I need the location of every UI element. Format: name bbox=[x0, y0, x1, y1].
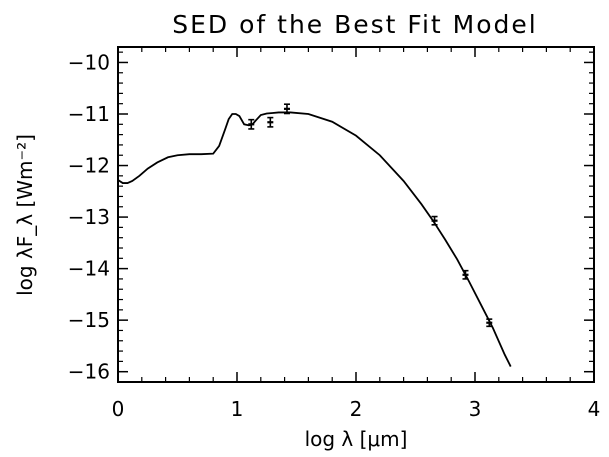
y-tick-label: −15 bbox=[68, 308, 110, 332]
x-tick-label: 1 bbox=[231, 397, 244, 421]
tick-labels: 0 1 2 3 4 −16 −15 −14 −13 −12 −11 −10 bbox=[68, 50, 601, 421]
y-tick-label: −14 bbox=[68, 257, 110, 281]
observation-point bbox=[248, 118, 255, 130]
model-curve bbox=[117, 111, 512, 367]
y-tick-label: −10 bbox=[68, 50, 110, 74]
y-tick-label: −12 bbox=[68, 154, 110, 178]
x-tick-label: 0 bbox=[112, 397, 125, 421]
observation-point bbox=[283, 103, 290, 115]
y-axis-label: log λF_λ [Wm⁻²] bbox=[13, 134, 37, 296]
plot-frame bbox=[117, 46, 595, 383]
observation-point bbox=[486, 318, 493, 328]
chart-title: SED of the Best Fit Model bbox=[172, 10, 538, 39]
axis-ticks bbox=[117, 47, 595, 383]
observation-points bbox=[248, 103, 493, 328]
observation-point bbox=[431, 215, 438, 226]
observation-point bbox=[267, 116, 274, 128]
observation-point bbox=[462, 269, 469, 280]
x-tick-label: 4 bbox=[588, 397, 601, 421]
x-axis-label: log λ [μm] bbox=[305, 427, 408, 451]
x-tick-label: 3 bbox=[469, 397, 482, 421]
x-tick-label: 2 bbox=[350, 397, 363, 421]
y-tick-label: −13 bbox=[68, 205, 110, 229]
y-tick-label: −16 bbox=[68, 360, 110, 384]
y-tick-label: −11 bbox=[68, 102, 110, 126]
